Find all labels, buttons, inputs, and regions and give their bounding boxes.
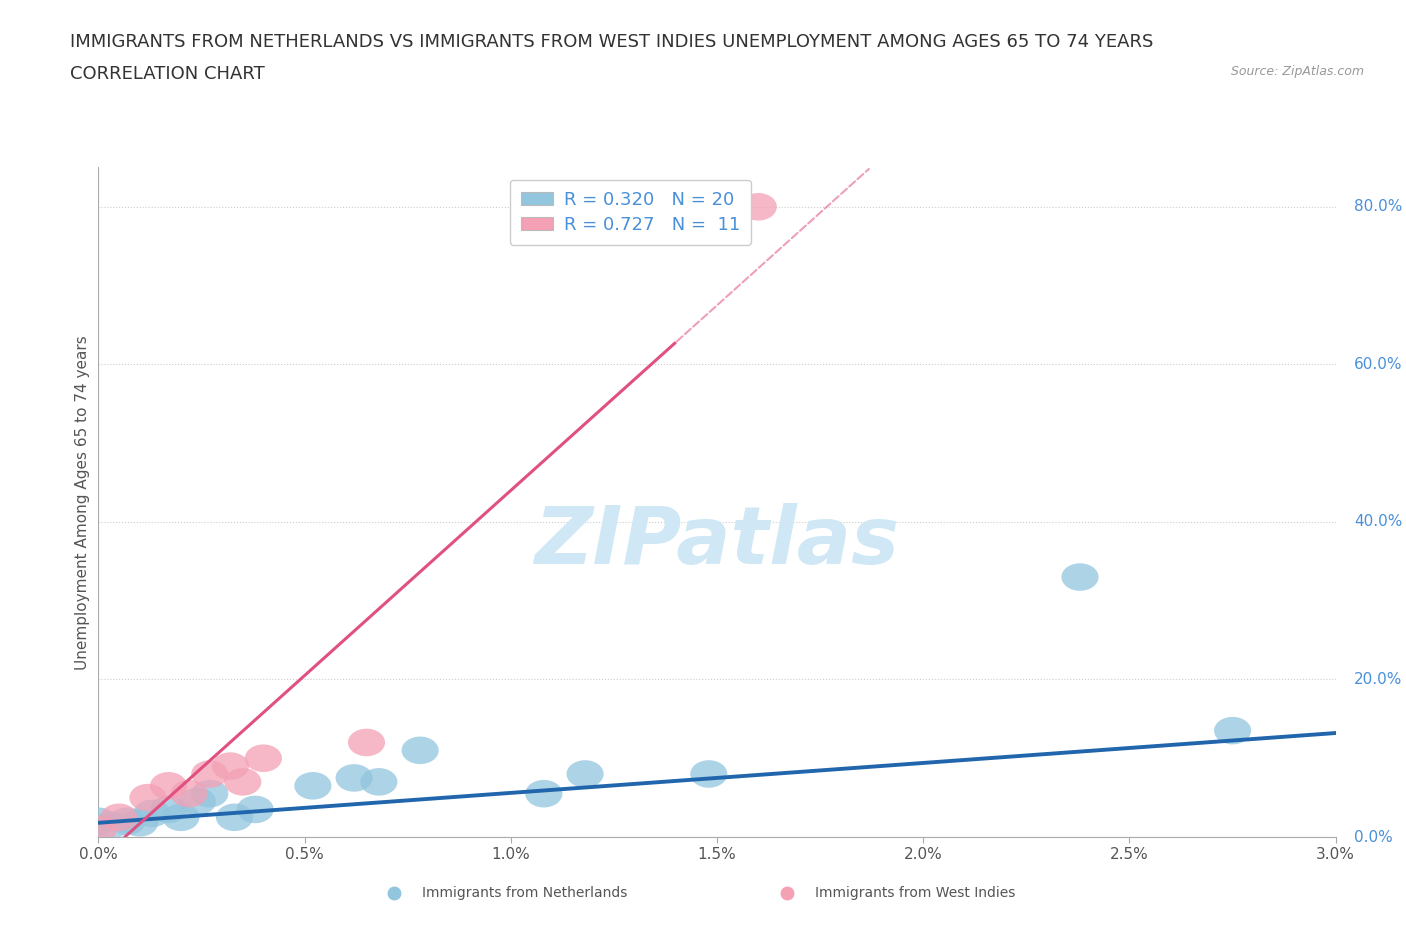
Text: 0.0%: 0.0%	[1354, 830, 1393, 844]
Ellipse shape	[690, 760, 727, 788]
Text: Immigrants from West Indies: Immigrants from West Indies	[815, 885, 1017, 900]
Ellipse shape	[179, 788, 217, 816]
Ellipse shape	[191, 760, 228, 788]
Text: 80.0%: 80.0%	[1354, 199, 1403, 214]
Text: IMMIGRANTS FROM NETHERLANDS VS IMMIGRANTS FROM WEST INDIES UNEMPLOYMENT AMONG AG: IMMIGRANTS FROM NETHERLANDS VS IMMIGRANT…	[70, 33, 1154, 50]
Ellipse shape	[245, 744, 283, 772]
Ellipse shape	[526, 780, 562, 807]
Text: 20.0%: 20.0%	[1354, 672, 1403, 687]
Ellipse shape	[100, 804, 138, 831]
Ellipse shape	[150, 796, 187, 823]
Ellipse shape	[108, 807, 146, 835]
Text: Source: ZipAtlas.com: Source: ZipAtlas.com	[1230, 65, 1364, 78]
Ellipse shape	[162, 804, 200, 831]
Ellipse shape	[80, 816, 117, 843]
Ellipse shape	[740, 193, 778, 220]
Ellipse shape	[224, 768, 262, 796]
Ellipse shape	[134, 800, 170, 827]
Ellipse shape	[191, 780, 228, 807]
Ellipse shape	[121, 809, 159, 837]
Legend: R = 0.320   N = 20, R = 0.727   N =  11: R = 0.320 N = 20, R = 0.727 N = 11	[510, 179, 751, 245]
Ellipse shape	[336, 764, 373, 791]
Ellipse shape	[567, 760, 603, 788]
Y-axis label: Unemployment Among Ages 65 to 74 years: Unemployment Among Ages 65 to 74 years	[75, 335, 90, 670]
Text: ZIPatlas: ZIPatlas	[534, 503, 900, 581]
Ellipse shape	[170, 780, 208, 807]
Text: 60.0%: 60.0%	[1354, 357, 1403, 372]
Ellipse shape	[217, 804, 253, 831]
Ellipse shape	[236, 796, 274, 823]
Text: Immigrants from Netherlands: Immigrants from Netherlands	[422, 885, 627, 900]
Ellipse shape	[347, 729, 385, 756]
Ellipse shape	[80, 807, 117, 835]
Ellipse shape	[212, 752, 249, 780]
Ellipse shape	[150, 772, 187, 800]
Ellipse shape	[93, 811, 129, 839]
Text: CORRELATION CHART: CORRELATION CHART	[70, 65, 266, 83]
Ellipse shape	[402, 737, 439, 764]
Ellipse shape	[1062, 564, 1098, 591]
Ellipse shape	[294, 772, 332, 800]
Text: 40.0%: 40.0%	[1354, 514, 1403, 529]
Ellipse shape	[1213, 717, 1251, 744]
Ellipse shape	[360, 768, 398, 796]
Ellipse shape	[129, 784, 166, 811]
